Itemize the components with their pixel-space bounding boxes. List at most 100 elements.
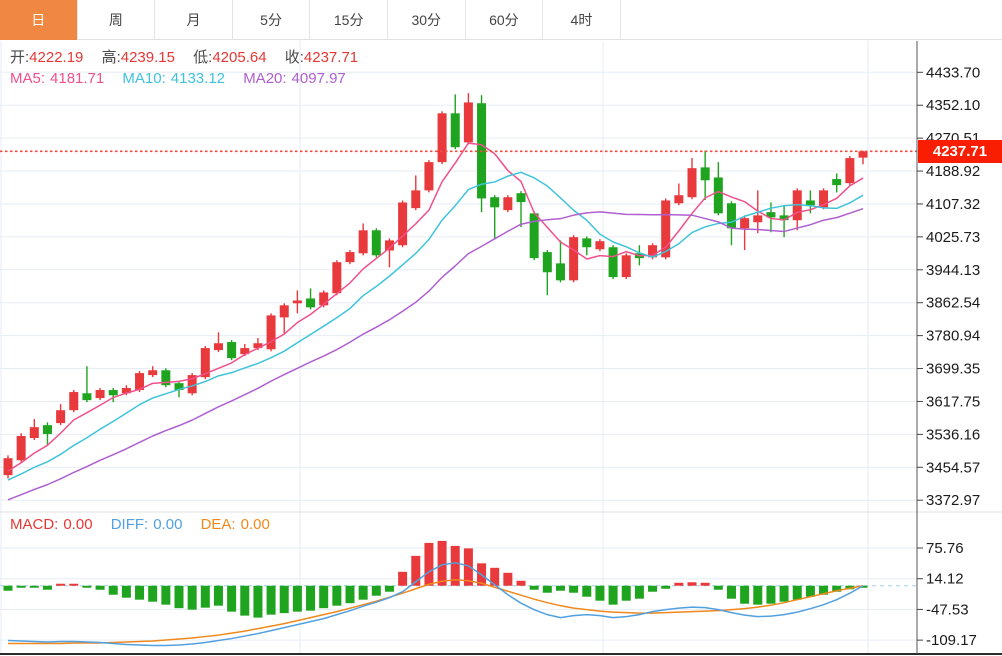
macd-histogram-bar [740,585,750,604]
candle-body [713,177,723,214]
tab-daily[interactable]: 日 [0,0,78,40]
candle-body [463,102,473,143]
open-value: 4222.19 [29,49,84,66]
macd-histogram-bar [253,585,263,618]
close-value: 4237.71 [303,49,359,66]
candle-body [529,213,539,259]
candle-body [832,179,842,186]
candle-body [174,383,184,391]
macd-histogram-bar [819,585,829,595]
macd-histogram-bar [174,585,184,609]
macd-histogram-bar [792,585,802,600]
ma5-line [7,142,864,472]
tab-4hour[interactable]: 4时 [543,0,621,40]
macd-axis-label: 75.76 [926,540,964,557]
price-axis-label: 4433.70 [926,64,980,81]
candle-body [29,427,39,439]
candle-body [779,215,789,221]
current-price-badge: 4237.71 [918,139,1002,163]
candle-body [187,375,197,394]
candle-body [424,162,434,191]
candle-body [766,212,776,218]
ma5-label: MA5: [10,70,46,87]
macd-histogram-bar [490,567,500,586]
diff-line [7,562,864,647]
macd-histogram-bar [555,585,565,591]
tab-30min[interactable]: 30分 [387,0,466,40]
macd-axis-label: 14.12 [926,571,964,588]
dea-label: DEA: [200,516,236,533]
candle-body [542,252,552,273]
candle-body [858,151,868,158]
macd-histogram-bar [542,585,552,593]
candle-body [16,436,26,461]
macd-histogram-bar [450,545,460,586]
candle-body [266,315,276,350]
candle-body [135,373,145,391]
macd-histogram-bar [661,585,671,589]
candle-body [450,113,460,148]
candle-body [726,203,736,229]
macd-histogram-bar [398,571,408,586]
macd-histogram-bar [503,572,513,586]
tab-5min[interactable]: 5分 [232,0,311,40]
candle-body [3,458,13,476]
candle-body [108,390,118,396]
candle-body [95,390,105,399]
macd-histogram-bar [858,585,868,588]
macd-histogram-bar [108,585,118,595]
macd-histogram-bar [292,585,302,612]
macd-histogram-bar [148,585,158,602]
macd-histogram-bar [16,585,26,588]
price-axis-label: 4107.32 [926,196,980,213]
candle-body [819,190,829,208]
tab-monthly[interactable]: 月 [155,0,233,40]
candle-body [398,202,408,246]
dea-value: 0.00 [240,516,270,533]
price-axis-label: 3699.35 [926,361,980,378]
tab-15min[interactable]: 15分 [310,0,388,40]
candle-body [674,195,684,204]
macd-histogram-bar [713,585,723,590]
candle-body [648,245,658,258]
candle-body [319,292,329,306]
candle-body [687,168,697,198]
candle-body [148,370,158,376]
candle-body [161,370,171,386]
candle-body [503,197,513,211]
macd-histogram-bar [529,585,539,590]
macd-histogram-bar [56,583,66,586]
tabbar-filler [620,0,1002,40]
price-axis-label: 4025.73 [926,229,980,246]
diff-label: DIFF: [110,516,149,533]
macd-histogram-bar [424,542,434,586]
macd-histogram-bar [648,585,658,592]
candle-body [279,305,289,318]
ma20-line [7,207,864,501]
candle-body [69,392,79,411]
tab-weekly[interactable]: 周 [77,0,156,40]
candle-body [332,262,342,294]
tab-60min[interactable]: 60分 [465,0,544,40]
candle-body [56,410,66,424]
ma-readout: MA5: 4181.71 MA10: 4133.12 MA20: 4097.97 [10,70,346,87]
ma10-value: 4133.12 [170,70,226,87]
high-value: 4239.15 [120,49,175,66]
diff-value: 0.00 [153,516,183,533]
macd-axis-label: -109.17 [926,632,977,649]
candle-body [753,215,763,223]
macd-histogram-bar [569,585,579,593]
candle-body [490,197,500,208]
macd-histogram-bar [187,585,197,610]
macd-histogram-bar [227,585,237,612]
candle-body [608,247,618,278]
candle-body [200,348,210,378]
price-axis-label: 4188.92 [926,163,980,180]
macd-histogram-bar [306,585,316,611]
macd-histogram-bar [595,585,605,601]
candle-body [240,348,250,355]
low-label: 低: [193,49,213,66]
macd-label: MACD: [10,516,59,533]
macd-histogram-bar [358,585,368,600]
